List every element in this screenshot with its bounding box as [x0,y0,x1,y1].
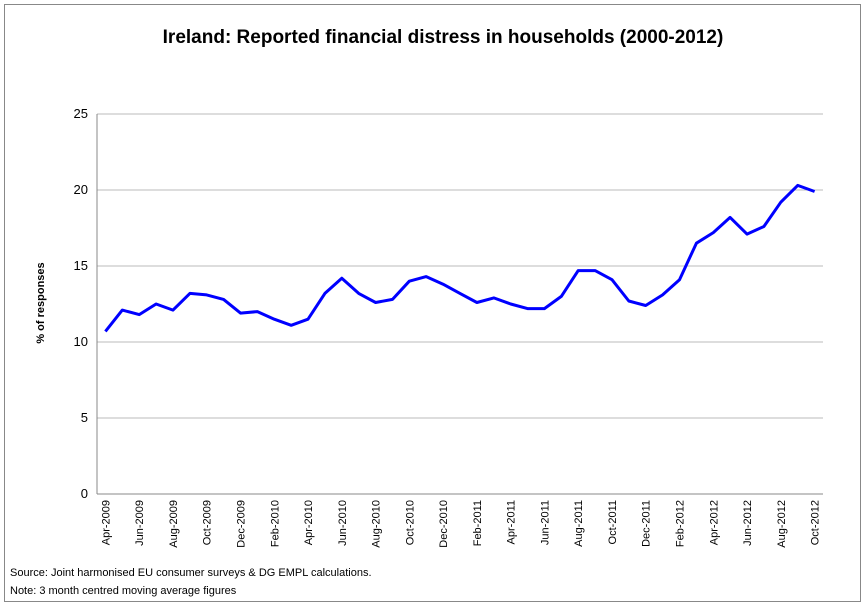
x-tick-label: Jun-2009 [134,500,146,546]
x-tick-label: Feb-2011 [472,500,484,546]
x-tick-label: Dec-2009 [236,500,248,548]
y-tick-label: 20 [74,182,88,197]
chart-title: Ireland: Reported financial distress in … [163,27,724,48]
x-tick-label: Jun-2010 [337,500,349,546]
x-tick-label: Oct-2012 [810,500,822,545]
x-tick-label: Aug-2012 [776,500,788,548]
y-tick-label: 5 [81,410,88,425]
x-tick-label: Oct-2009 [202,500,214,545]
x-tick-label: Aug-2011 [573,500,585,547]
x-tick-label: Oct-2011 [607,500,619,544]
x-tick-label: Apr-2012 [708,500,720,545]
x-tick-label: Aug-2009 [168,500,180,548]
x-tick-label: Dec-2011 [641,500,653,547]
y-tick-label: 15 [74,258,88,273]
x-tick-label: Feb-2012 [674,500,686,547]
x-tick-label: Apr-2011 [506,500,518,544]
x-tick-label: Feb-2010 [269,500,281,547]
y-tick-label: 10 [74,334,88,349]
source-note: Source: Joint harmonised EU consumer sur… [10,567,372,579]
chart-border [4,4,861,602]
x-tick-label: Dec-2010 [438,500,450,548]
x-tick-label: Jun-2011 [539,500,551,545]
x-tick-label: Apr-2009 [100,500,112,545]
x-tick-label: Aug-2010 [371,500,383,548]
y-tick-label: 0 [81,486,88,501]
y-tick-label: 25 [74,106,88,121]
x-tick-label: Apr-2010 [303,500,315,545]
x-tick-label: Oct-2010 [404,500,416,545]
y-axis-label: % of responses [35,262,47,343]
footnote: Note: 3 month centred moving average fig… [10,585,237,597]
x-tick-label: Jun-2012 [742,500,754,546]
data-line [104,183,816,333]
